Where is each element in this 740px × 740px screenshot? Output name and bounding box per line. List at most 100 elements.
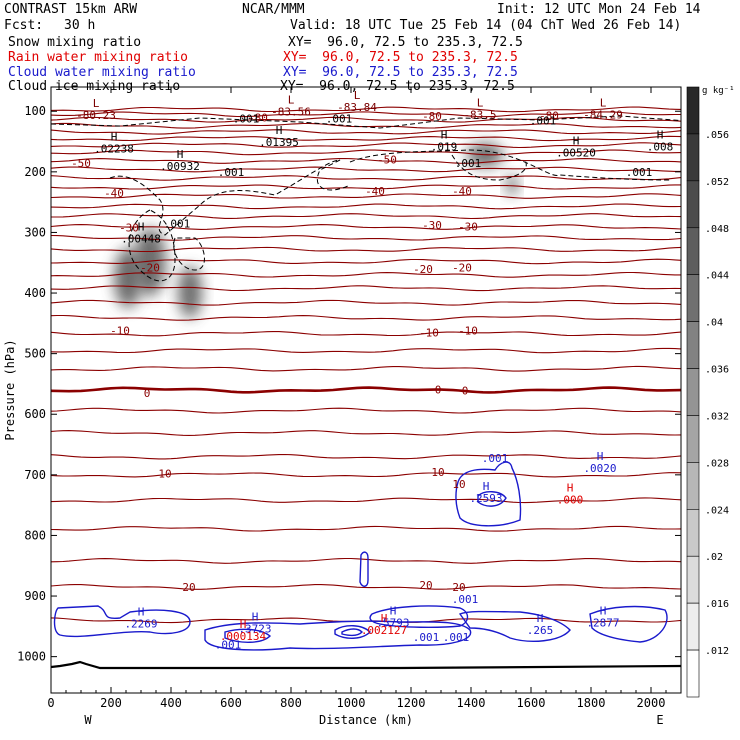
- isotherm-label-11: -20: [140, 262, 160, 275]
- isotherm-label-15: -10: [419, 326, 439, 339]
- extremum-value-15: .2269: [124, 618, 157, 631]
- contour-label-6: .001: [164, 217, 191, 230]
- colorbar-segment-6: [686, 368, 700, 416]
- contour-label-4: .001: [218, 166, 245, 179]
- ice-contour-cell-2: [173, 237, 205, 271]
- isotherm-label-18: 0: [435, 383, 442, 396]
- isotherm-label-3: -50: [71, 157, 91, 170]
- field-xy-snow: XY= 96.0, 72.5 to 235.3, 72.5: [288, 35, 523, 50]
- colorbar-segment-10: [686, 555, 700, 604]
- isotherm-1: [51, 111, 681, 118]
- isotherm-10: [51, 175, 681, 181]
- isotherm-label-13: -20: [452, 262, 472, 275]
- isotherm-22: [51, 314, 681, 321]
- extremum-marker-19: H: [381, 612, 388, 625]
- cloudwater-east-3: [589, 605, 668, 643]
- isotherm-label-0: -80: [248, 111, 268, 124]
- colorbar-segment-1: [686, 133, 700, 182]
- extremum-value-6: .01395: [259, 136, 299, 149]
- x-tick-label-8: 1600: [517, 696, 546, 710]
- field-label-rain: Rain water mixing ratio: [8, 50, 189, 65]
- colorbar-segment-7: [686, 415, 700, 463]
- field-label-cloud-water: Cloud water mixing ratio: [8, 65, 196, 80]
- x-tick-label-4: 800: [280, 696, 302, 710]
- isotherm-21: [51, 299, 681, 306]
- isotherm-14: [51, 213, 681, 220]
- y-tick-label-1: 200: [24, 165, 46, 179]
- colorbar-segment-11: [686, 602, 700, 651]
- isotherm-label-23: 20: [182, 581, 195, 594]
- isotherm-19: [51, 271, 681, 278]
- colorbar-label-8: .024: [705, 505, 729, 516]
- cloudwater-cell-3: [341, 628, 363, 637]
- isotherm-4: [51, 129, 681, 135]
- extremum-marker-5: H: [111, 130, 118, 143]
- contour-label-0: .001: [233, 113, 260, 126]
- colorbar-segment-4: [686, 274, 700, 322]
- isotherm-label-20: 10: [158, 468, 171, 481]
- isotherm-12: [51, 193, 681, 199]
- colorbar-label-5: .036: [705, 365, 729, 376]
- y-tick-label-5: 600: [24, 407, 46, 421]
- extremum-marker-12: H: [597, 450, 604, 463]
- extremum-value-1: -83.56: [271, 105, 311, 118]
- isotherm-label-14: -10: [110, 325, 130, 338]
- x-tick-label-0: 0: [47, 696, 54, 710]
- y-tick-label-6: 700: [24, 468, 46, 482]
- y-tick-label-2: 300: [24, 225, 46, 239]
- isotherm-label-2: -80: [539, 109, 559, 122]
- extremum-value-13: .2593: [469, 492, 502, 505]
- colorbar-label-0: .056: [705, 130, 729, 141]
- ice-contour-cell-1: [128, 209, 176, 282]
- colorbar-segment-0: [686, 86, 700, 135]
- x-tick-label-3: 600: [220, 696, 242, 710]
- extremum-marker-1: L: [288, 93, 295, 106]
- x-tick-label-10: 2000: [637, 696, 666, 710]
- colorbar-segment-3: [686, 227, 700, 275]
- extremum-value-20: .265: [527, 624, 554, 637]
- extremum-value-12: .0020: [583, 462, 616, 475]
- x-tick-label-2: 400: [160, 696, 182, 710]
- init-time: Init: 12 UTC Mon 24 Feb 14: [497, 2, 701, 17]
- cloud-ice-contours: [51, 115, 681, 282]
- cloudwater-west: [53, 605, 191, 638]
- snow-shade-1: [114, 248, 142, 308]
- isotherm-0: [51, 106, 681, 113]
- extremum-marker-6: H: [276, 124, 283, 137]
- isotherm-label-24: 20: [419, 579, 432, 592]
- isotherm-label-5: -40: [104, 187, 124, 200]
- isotherm-9: [51, 166, 681, 173]
- colorbar-label-4: .04: [705, 318, 723, 329]
- isotherm-2: [51, 116, 681, 123]
- contour-label-9: .001: [215, 639, 242, 652]
- ice-contour-top: [51, 115, 681, 129]
- x-tick-label-5: 1000: [337, 696, 366, 710]
- extremum-marker-13: H: [483, 480, 490, 493]
- contour-label-7: .001: [482, 452, 509, 465]
- colorbar-label-11: .012: [705, 646, 729, 657]
- cloudwater-east-1: [369, 605, 469, 629]
- extremum-marker-16: H: [252, 610, 259, 623]
- extremum-marker-8: H: [573, 135, 580, 148]
- isotherm-label-22: 10: [452, 478, 465, 491]
- isotherm-20: [51, 285, 681, 292]
- extremum-value-16: .3723: [238, 622, 271, 635]
- extremum-marker-17: H: [240, 618, 247, 631]
- y-tick-label-8: 900: [24, 589, 46, 603]
- isotherm-label-9: -30: [422, 219, 442, 232]
- x-tick-label-9: 1800: [577, 696, 606, 710]
- isotherm-24: [51, 347, 681, 354]
- isotherm-label-25: 20: [452, 581, 465, 594]
- isotherm-7: [51, 149, 681, 156]
- colorbar-unit: g kg⁻¹: [702, 86, 735, 96]
- cloudwater-column: [359, 551, 369, 587]
- y-tick-label-3: 400: [24, 286, 46, 300]
- colorbar-label-6: .032: [705, 411, 729, 422]
- colorbar-label-2: .048: [705, 224, 729, 235]
- colorbar-segment-9: [686, 509, 700, 557]
- isotherm-33: [51, 557, 681, 564]
- y-tick-label-4: 500: [24, 347, 46, 361]
- cloudwater-midlevel: [455, 461, 522, 527]
- contour-label-2: .001: [530, 114, 557, 127]
- extremum-marker-2: L: [354, 89, 361, 102]
